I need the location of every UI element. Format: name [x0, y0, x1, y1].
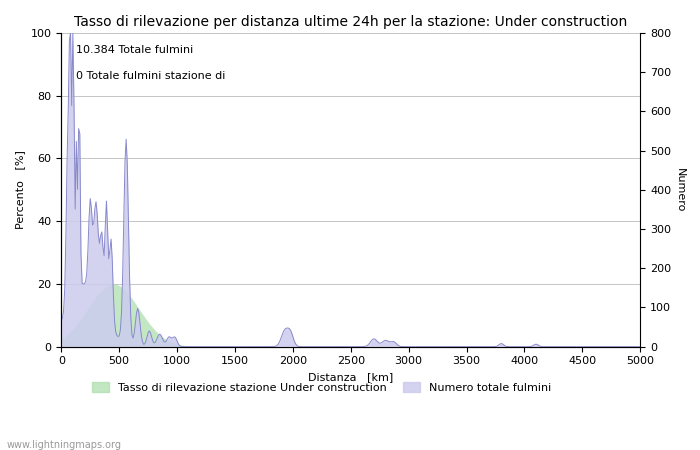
Text: 0 Totale fulmini stazione di: 0 Totale fulmini stazione di	[76, 71, 225, 81]
X-axis label: Distanza   [km]: Distanza [km]	[308, 372, 393, 382]
Text: 10.384 Totale fulmini: 10.384 Totale fulmini	[76, 45, 193, 55]
Legend: Tasso di rilevazione stazione Under construction, Numero totale fulmini: Tasso di rilevazione stazione Under cons…	[88, 378, 556, 398]
Y-axis label: Numero: Numero	[675, 168, 685, 212]
Y-axis label: Percento   [%]: Percento [%]	[15, 150, 25, 229]
Title: Tasso di rilevazione per distanza ultime 24h per la stazione: Under construction: Tasso di rilevazione per distanza ultime…	[74, 15, 627, 29]
Text: www.lightningmaps.org: www.lightningmaps.org	[7, 440, 122, 450]
